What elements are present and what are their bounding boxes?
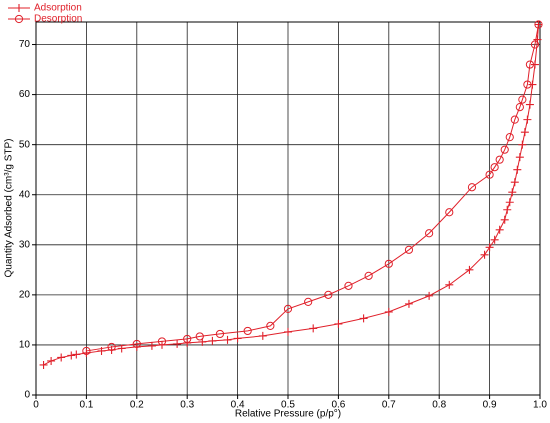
y-tick-label: 70 [19,39,31,50]
data-point [157,337,167,346]
data-point [525,100,534,109]
data-point [47,356,56,365]
data-point [425,229,434,238]
data-point [505,133,514,142]
data-point [266,321,275,331]
y-tick-label: 60 [19,89,31,100]
data-point [505,198,514,207]
data-point [258,331,267,340]
data-point [384,307,393,316]
data-point [503,205,512,214]
data-point [510,178,519,187]
data-point [530,40,540,49]
data-point [82,346,91,356]
data-point [518,140,527,149]
data-point [480,250,489,259]
data-point [490,235,499,244]
data-point [304,297,313,306]
data-point [359,314,368,323]
data-point [425,291,434,300]
data-point [364,271,373,280]
x-tick-label: 0 [33,400,39,411]
data-point [525,60,535,69]
y-tick-label: 40 [19,189,31,200]
y-tick-label: 50 [19,139,31,150]
data-point [132,339,141,349]
data-point [215,329,225,339]
data-point [309,324,318,333]
data-point [284,327,292,336]
data-point [513,165,522,174]
data-point [233,334,242,343]
data-point [500,215,509,224]
y-tick-label: 30 [19,239,31,250]
x-tick-label: 0.3 [180,400,194,411]
data-point [324,290,333,299]
data-point [384,259,393,268]
data-point [534,20,543,29]
y-axis-label: Quantity Adsorbed (cm³/g STP) [4,139,15,278]
data-point [495,155,504,164]
data-point [523,80,532,89]
data-point [515,153,524,162]
data-point [107,342,116,352]
data-point [57,353,66,362]
y-tick-label: 10 [19,340,31,351]
data-point [490,163,499,172]
data-point [72,350,81,359]
data-point [39,360,48,369]
x-tick-label: 0.7 [382,400,396,411]
data-point [243,326,252,336]
x-tick-label: 0.2 [130,400,144,411]
data-point [195,332,204,341]
data-point [485,170,494,179]
data-point [183,334,192,344]
data-point [334,319,343,328]
data-point [445,208,454,217]
data-point [445,280,454,289]
legend-marker [15,4,23,12]
data-point [510,115,519,124]
x-tick-label: 0.9 [483,400,497,411]
data-point [467,183,477,192]
data-point [495,225,504,234]
data-point [67,351,76,360]
data-point [223,335,232,344]
data-point [528,80,537,89]
data-point [173,339,182,348]
series-line [86,24,539,352]
data-point [208,336,217,345]
data-point [518,95,527,104]
data-point [147,341,156,350]
x-tick-label: 0.4 [231,400,245,411]
data-point [404,299,413,308]
legend-text: Adsorption [34,3,82,14]
data-point [515,103,524,112]
data-point [530,60,539,69]
legend-marker [14,14,24,24]
y-tick-label: 0 [24,390,30,401]
data-point [523,115,532,124]
data-point [500,145,509,154]
data-point [344,281,353,290]
legend-text: Desorption [34,14,82,25]
x-tick-label: 0.5 [281,400,295,411]
y-tick-label: 20 [19,290,31,301]
plot-frame [35,21,541,396]
x-axis-label: Relative Pressure (p/p°) [235,409,341,420]
x-tick-label: 0.6 [331,400,345,411]
data-point [520,128,529,137]
x-tick-label: 0.8 [432,400,446,411]
data-point [283,304,293,313]
data-point [508,188,517,197]
data-point [465,265,474,274]
data-point [404,245,414,254]
x-tick-label: 1.0 [533,400,547,411]
x-tick-label: 0.1 [79,400,93,411]
data-point [485,243,494,252]
